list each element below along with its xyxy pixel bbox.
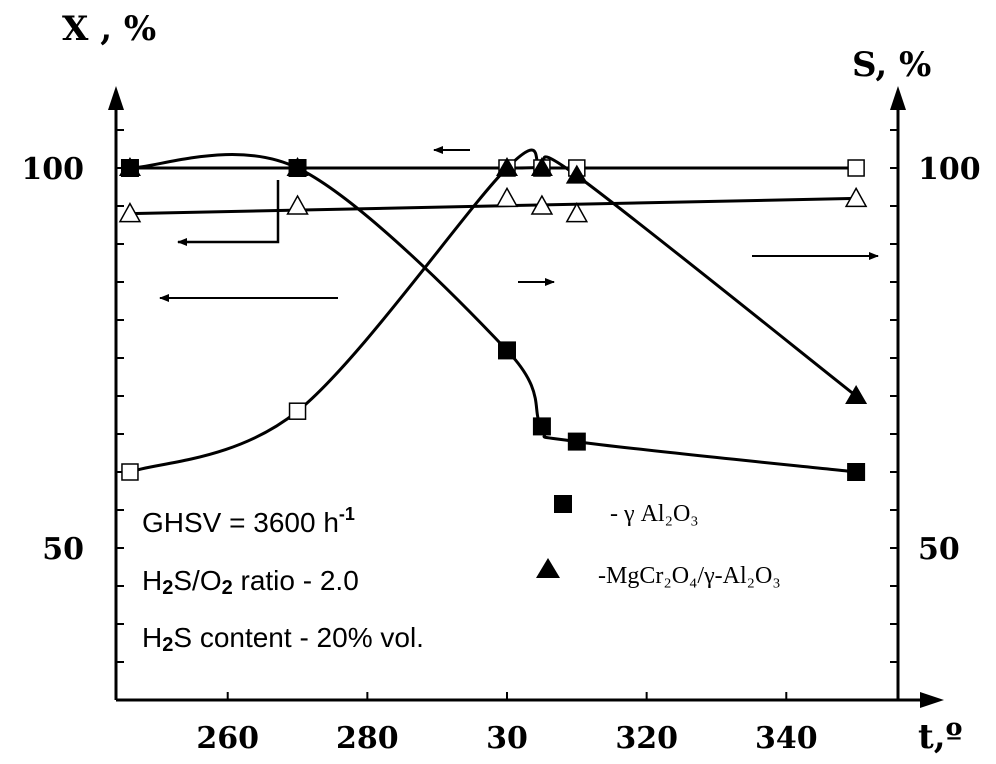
right-y-tick-label: 100 — [918, 152, 981, 187]
arrow-open-triangle-bracket — [177, 180, 280, 246]
right-y-axis-arrowhead — [890, 86, 906, 110]
tick-marks — [116, 129, 898, 700]
data-point-open-square — [847, 159, 865, 177]
x-tick-label: 340 — [755, 721, 818, 756]
data-point-filled-triangle — [530, 157, 553, 176]
data-point-filled-square — [532, 417, 551, 436]
note-content: H2S content - 20% vol. — [142, 622, 424, 656]
note-ratio-h: H — [142, 565, 162, 596]
left-y-tick-label: 100 — [21, 152, 84, 187]
note-ratio-sub-2: 2 — [222, 577, 233, 599]
data-point-filled-triangle — [118, 157, 141, 176]
note-ratio-value: ratio - 2.0 — [233, 565, 359, 596]
data-point-open-triangle — [565, 202, 589, 223]
y-tick-labels: 50 50 100 100 — [21, 152, 980, 567]
x-tick-labels: 260 280 30 320 340 — [196, 721, 817, 756]
left-y-axis-arrowhead — [108, 86, 124, 110]
data-point-filled-square — [567, 432, 586, 451]
legend-marker-filled-square — [554, 495, 572, 513]
data-point-open-triangle — [844, 186, 868, 208]
note-ghsv-text: GHSV = 3600 h — [142, 507, 339, 538]
note-ghsv-superscript: -1 — [339, 504, 355, 524]
note-ratio-sub-1: 2 — [162, 577, 173, 599]
data-point-open-square — [121, 463, 139, 481]
left-axis-title: X , % — [62, 9, 156, 49]
x-tick-label: 280 — [336, 721, 399, 756]
data-point-filled-triangle — [286, 157, 309, 176]
data-point-filled-triangle — [845, 385, 868, 404]
series-line-open-triangle — [129, 196, 857, 216]
data-point-open-triangle — [495, 186, 519, 208]
series-line-filled-square — [129, 153, 857, 474]
note-ratio: H2S/O2 ratio - 2.0 — [142, 565, 359, 599]
data-point-filled-square — [498, 341, 516, 360]
data-point-filled-square — [847, 463, 866, 481]
legend-marker-filled-triangle — [536, 558, 560, 578]
note-ghsv: GHSV = 3600 h-1 — [142, 504, 355, 538]
data-point-open-triangle — [118, 202, 142, 223]
data-point-open-triangle — [286, 194, 309, 215]
right-y-tick-label: 50 — [918, 532, 960, 567]
right-axis-title: S, % — [852, 45, 931, 85]
x-axis-arrowhead — [920, 692, 944, 708]
series-line-filled-triangle — [129, 155, 858, 398]
x-axis-title: t,º — [918, 717, 963, 757]
series-line-open-square — [129, 148, 857, 474]
left-y-tick-label: 50 — [42, 532, 84, 567]
legend: - γ Al₂O₃ -MgCr₂O₄/γ-Al₂O₃ — [536, 495, 781, 589]
x-tick-label: 260 — [196, 721, 259, 756]
data-point-open-square — [288, 402, 307, 420]
note-content-h: H — [142, 622, 162, 653]
annotation-arrows — [159, 146, 879, 302]
note-content-value: S content - 20% vol. — [173, 622, 424, 653]
legend-label-gamma-alumina: - γ Al₂O₃ — [610, 501, 699, 527]
data-point-filled-triangle — [496, 157, 518, 176]
conditions-note: GHSV = 3600 h-1 H2S/O2 ratio - 2.0 H2S c… — [142, 504, 424, 656]
note-ratio-s-o: S/O — [173, 565, 221, 596]
data-point-filled-triangle — [565, 164, 588, 184]
note-content-sub: 2 — [162, 634, 173, 656]
axes — [108, 86, 944, 708]
data-point-open-triangle — [530, 194, 554, 215]
legend-label-mgcr2o4-gamma-alumina: -MgCr₂O₄/γ-Al₂O₃ — [598, 563, 781, 589]
x-tick-label: 30 — [486, 721, 528, 756]
series-layer — [118, 148, 868, 481]
x-tick-label: 320 — [615, 721, 678, 756]
